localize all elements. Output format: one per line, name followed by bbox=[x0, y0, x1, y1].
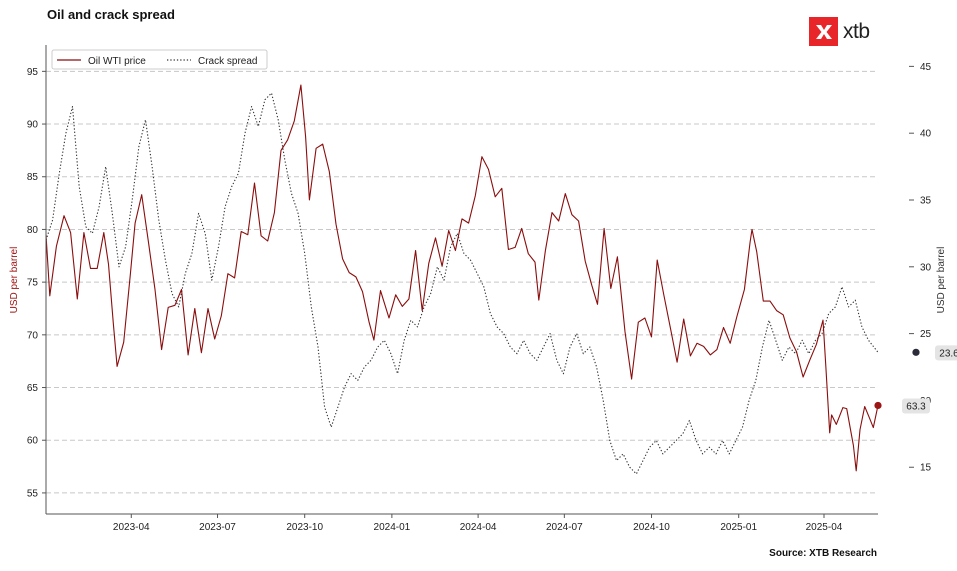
xtb-x-icon bbox=[809, 17, 838, 46]
left-tick-label: 85 bbox=[27, 172, 39, 183]
x-tick-label: 2024-04 bbox=[460, 522, 497, 533]
right-tick-label: 25 bbox=[920, 329, 932, 340]
x-tick-label: 2023-07 bbox=[199, 522, 236, 533]
endpoints-layer: 63.3 23.6 bbox=[874, 345, 957, 414]
xtb-logo-text: xtb bbox=[843, 19, 870, 43]
crack-end-marker bbox=[912, 348, 920, 356]
oil-end-marker bbox=[874, 401, 882, 410]
left-tick-label: 90 bbox=[27, 120, 39, 131]
right-tick-label: 40 bbox=[920, 129, 932, 140]
oil-value-label: 63.3 bbox=[906, 401, 926, 412]
legend: Oil WTI price Crack spread bbox=[51, 49, 268, 70]
x-tick-label: 2023-04 bbox=[113, 522, 150, 533]
crack-value-label: 23.6 bbox=[939, 348, 957, 359]
labels-layer: USD per barrel USD per barrel bbox=[9, 247, 947, 314]
right-axis-label: USD per barrel bbox=[936, 247, 947, 314]
x-tick-label: 2023-10 bbox=[286, 522, 323, 533]
legend-oil-label: Oil WTI price bbox=[88, 56, 146, 67]
left-tick-label: 55 bbox=[27, 488, 39, 499]
xtb-logo: xtb bbox=[809, 17, 870, 46]
left-tick-label: 80 bbox=[27, 225, 39, 236]
left-tick-label: 70 bbox=[27, 330, 39, 341]
x-tick-label: 2024-10 bbox=[633, 522, 670, 533]
x-tick-label: 2024-01 bbox=[374, 522, 411, 533]
right-tick-label: 35 bbox=[920, 195, 932, 206]
source-note: Source: XTB Research bbox=[769, 548, 877, 559]
x-tick-label: 2024-07 bbox=[546, 522, 583, 533]
right-tick-label: 15 bbox=[920, 463, 932, 474]
grid-layer bbox=[46, 70, 878, 494]
series-layer bbox=[45, 84, 879, 475]
crack-spread-line bbox=[45, 92, 879, 475]
legend-box bbox=[51, 49, 268, 70]
right-tick-label: 45 bbox=[920, 62, 932, 73]
left-axis-label: USD per barrel bbox=[9, 247, 20, 314]
oil-value-box bbox=[902, 398, 930, 414]
left-tick-label: 75 bbox=[27, 278, 39, 289]
x-tick-label: 2025-01 bbox=[720, 522, 757, 533]
axes-layer: 556065707580859095152025303540452023-042… bbox=[27, 45, 932, 533]
crack-value-box bbox=[935, 345, 957, 361]
legend-crack-label: Crack spread bbox=[198, 56, 257, 67]
oil-wti-line bbox=[45, 84, 879, 472]
left-tick-label: 65 bbox=[27, 383, 39, 394]
left-tick-label: 95 bbox=[27, 67, 39, 78]
x-tick-label: 2025-04 bbox=[806, 522, 843, 533]
right-tick-label: 30 bbox=[920, 262, 932, 273]
chart-title: Oil and crack spread bbox=[47, 7, 175, 22]
left-tick-label: 60 bbox=[27, 436, 39, 447]
